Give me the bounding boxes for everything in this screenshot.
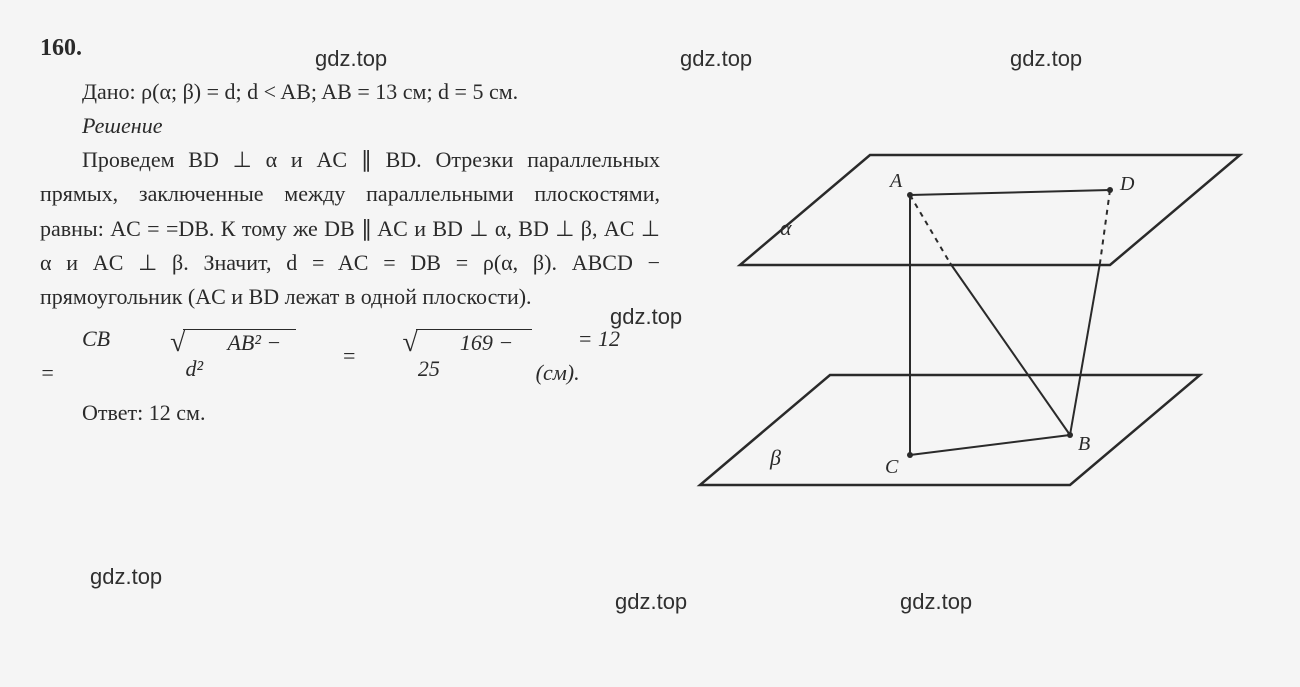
formula-line: CB = √ AB² − d² = √ 169 − 25 = 12 (см). [40, 322, 660, 390]
geometry-diagram: α β A D C [680, 135, 1240, 515]
segment-ad [910, 190, 1110, 195]
segment-cb [910, 435, 1070, 455]
radical-icon: √ [128, 329, 185, 357]
segment-db-visible [1070, 263, 1100, 435]
solution-paragraph: Проведем BD ⊥ α и AC ∥ BD. Отрезки парал… [40, 143, 660, 313]
segment-db-hidden [1100, 190, 1110, 263]
sqrt2-content: 169 − 25 [416, 329, 532, 383]
radical-icon: √ [360, 329, 417, 357]
label-c: C [885, 456, 899, 478]
formula-mid: = [300, 339, 357, 373]
watermark: gdz.top [615, 585, 687, 619]
segment-ab-visible [950, 263, 1070, 435]
diagram-column: α β A D C [680, 75, 1240, 525]
label-a: A [888, 170, 903, 192]
watermark: gdz.top [900, 585, 972, 619]
label-d: D [1119, 173, 1135, 195]
point-b [1067, 432, 1073, 438]
given-line: Дано: ρ(α; β) = d; d < AB; AB = 13 см; d… [40, 75, 660, 109]
text-column: Дано: ρ(α; β) = d; d < AB; AB = 13 см; d… [40, 75, 660, 525]
watermark: gdz.top [90, 560, 162, 594]
point-c [907, 452, 913, 458]
segment-ab-hidden [910, 195, 950, 263]
given-text: Дано: ρ(α; β) = d; d < AB; AB = 13 см; d… [82, 79, 518, 104]
point-a [907, 192, 913, 198]
formula-lhs: CB = [40, 322, 124, 390]
sqrt1-content: AB² − d² [183, 329, 295, 383]
sqrt-2: √ 169 − 25 [360, 329, 531, 383]
answer-line: Ответ: 12 см. [40, 396, 660, 430]
sqrt-1: √ AB² − d² [128, 329, 296, 383]
plane-beta-label: β [769, 445, 781, 470]
solution-label: Решение [40, 109, 660, 143]
point-d [1107, 187, 1113, 193]
plane-alpha [740, 155, 1240, 265]
plane-alpha-label: α [780, 215, 792, 240]
label-b: B [1078, 433, 1090, 455]
content-wrapper: Дано: ρ(α; β) = d; d < AB; AB = 13 см; d… [40, 75, 1260, 525]
formula-rhs: = 12 (см). [536, 322, 660, 390]
problem-number: 160. [40, 30, 1260, 67]
